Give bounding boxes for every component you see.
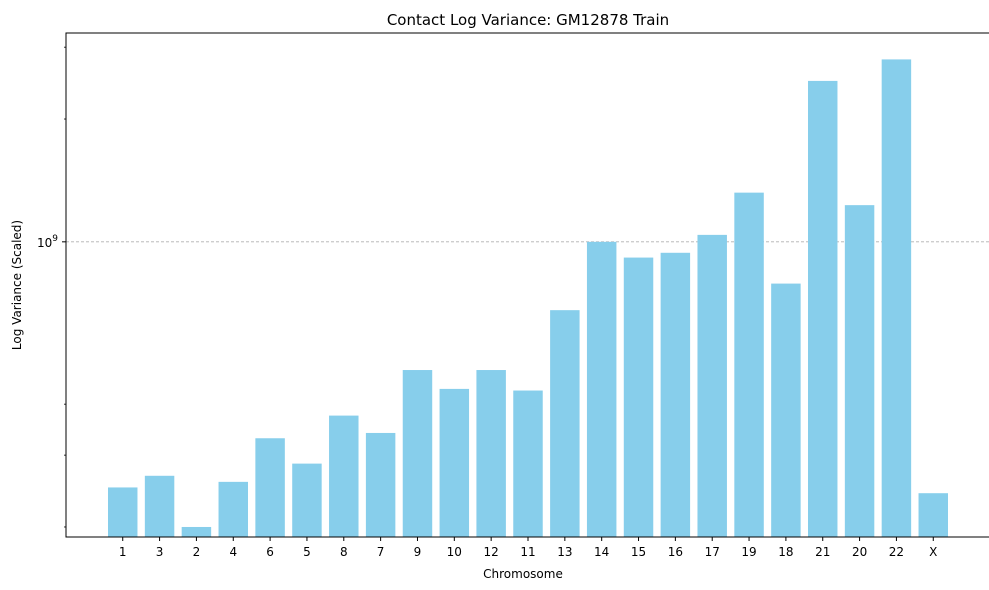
x-tick-label: 7	[377, 545, 385, 559]
bar-chr-14	[586, 241, 617, 537]
x-tick-label: 17	[705, 545, 720, 559]
bar-chr-10	[439, 388, 470, 537]
bar-chr-7	[365, 432, 396, 537]
bar-chr-16	[660, 252, 691, 538]
bar-chr-11	[513, 390, 543, 537]
y-axis-label: Log Variance (Scaled)	[10, 220, 24, 350]
x-tick-label: 9	[414, 545, 422, 559]
bar-chr-1	[108, 487, 138, 537]
bar-chr-19	[734, 192, 764, 537]
bars	[108, 59, 948, 538]
x-tick-label: 4	[229, 545, 237, 559]
x-tick-label: 18	[778, 545, 793, 559]
x-tick-label: 12	[484, 545, 499, 559]
bar-chr-5	[292, 463, 322, 537]
bar-chr-15	[623, 257, 654, 537]
x-tick-label: 1	[119, 545, 127, 559]
bar-chr-4	[218, 481, 248, 537]
x-tick-label: 10	[447, 545, 462, 559]
bar-chr-22	[881, 59, 912, 537]
x-tick-label: 13	[557, 545, 572, 559]
x-tick-label: 11	[520, 545, 535, 559]
y-axis-ticks: 109	[37, 46, 66, 528]
x-tick-label: 15	[631, 545, 646, 559]
x-tick-label: X	[929, 545, 937, 559]
x-tick-label: 3	[156, 545, 164, 559]
x-tick-label: 19	[741, 545, 756, 559]
x-tick-label: 21	[815, 545, 830, 559]
chart-title: Contact Log Variance: GM12878 Train	[387, 11, 669, 29]
bar-chr-20	[844, 205, 875, 537]
bar-chr-2	[181, 526, 212, 537]
bar-chr-12	[476, 370, 506, 537]
x-tick-label: 8	[340, 545, 348, 559]
x-axis-label: Chromosome	[483, 567, 563, 581]
x-axis-ticks: 1 3 2 4 6 5 8 7 9 10 12 11 13 14 15 16 17 19 18 21 20 22 X	[119, 537, 937, 559]
x-tick-label: 20	[852, 545, 867, 559]
bar-chr-13	[550, 310, 580, 537]
bar-chr-21	[808, 80, 838, 537]
x-tick-label: 14	[594, 545, 609, 559]
bar-chr-17	[697, 234, 727, 537]
x-tick-label: 2	[193, 545, 201, 559]
x-tick-label: 22	[889, 545, 904, 559]
bar-chr-3	[144, 475, 175, 537]
bar-chr-8	[329, 415, 359, 537]
bar-chr-9	[402, 370, 433, 537]
bar-chr-18	[771, 283, 801, 537]
bar-chr-6	[255, 438, 285, 537]
bar-chr-X	[918, 493, 948, 537]
x-tick-label: 16	[668, 545, 683, 559]
x-tick-label: 5	[303, 545, 311, 559]
x-tick-label: 6	[266, 545, 274, 559]
y-tick-label: 109	[37, 234, 58, 250]
